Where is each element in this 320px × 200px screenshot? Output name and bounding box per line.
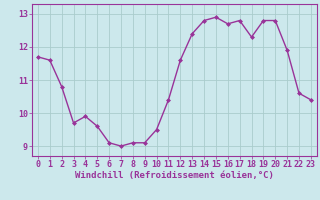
X-axis label: Windchill (Refroidissement éolien,°C): Windchill (Refroidissement éolien,°C) (75, 171, 274, 180)
